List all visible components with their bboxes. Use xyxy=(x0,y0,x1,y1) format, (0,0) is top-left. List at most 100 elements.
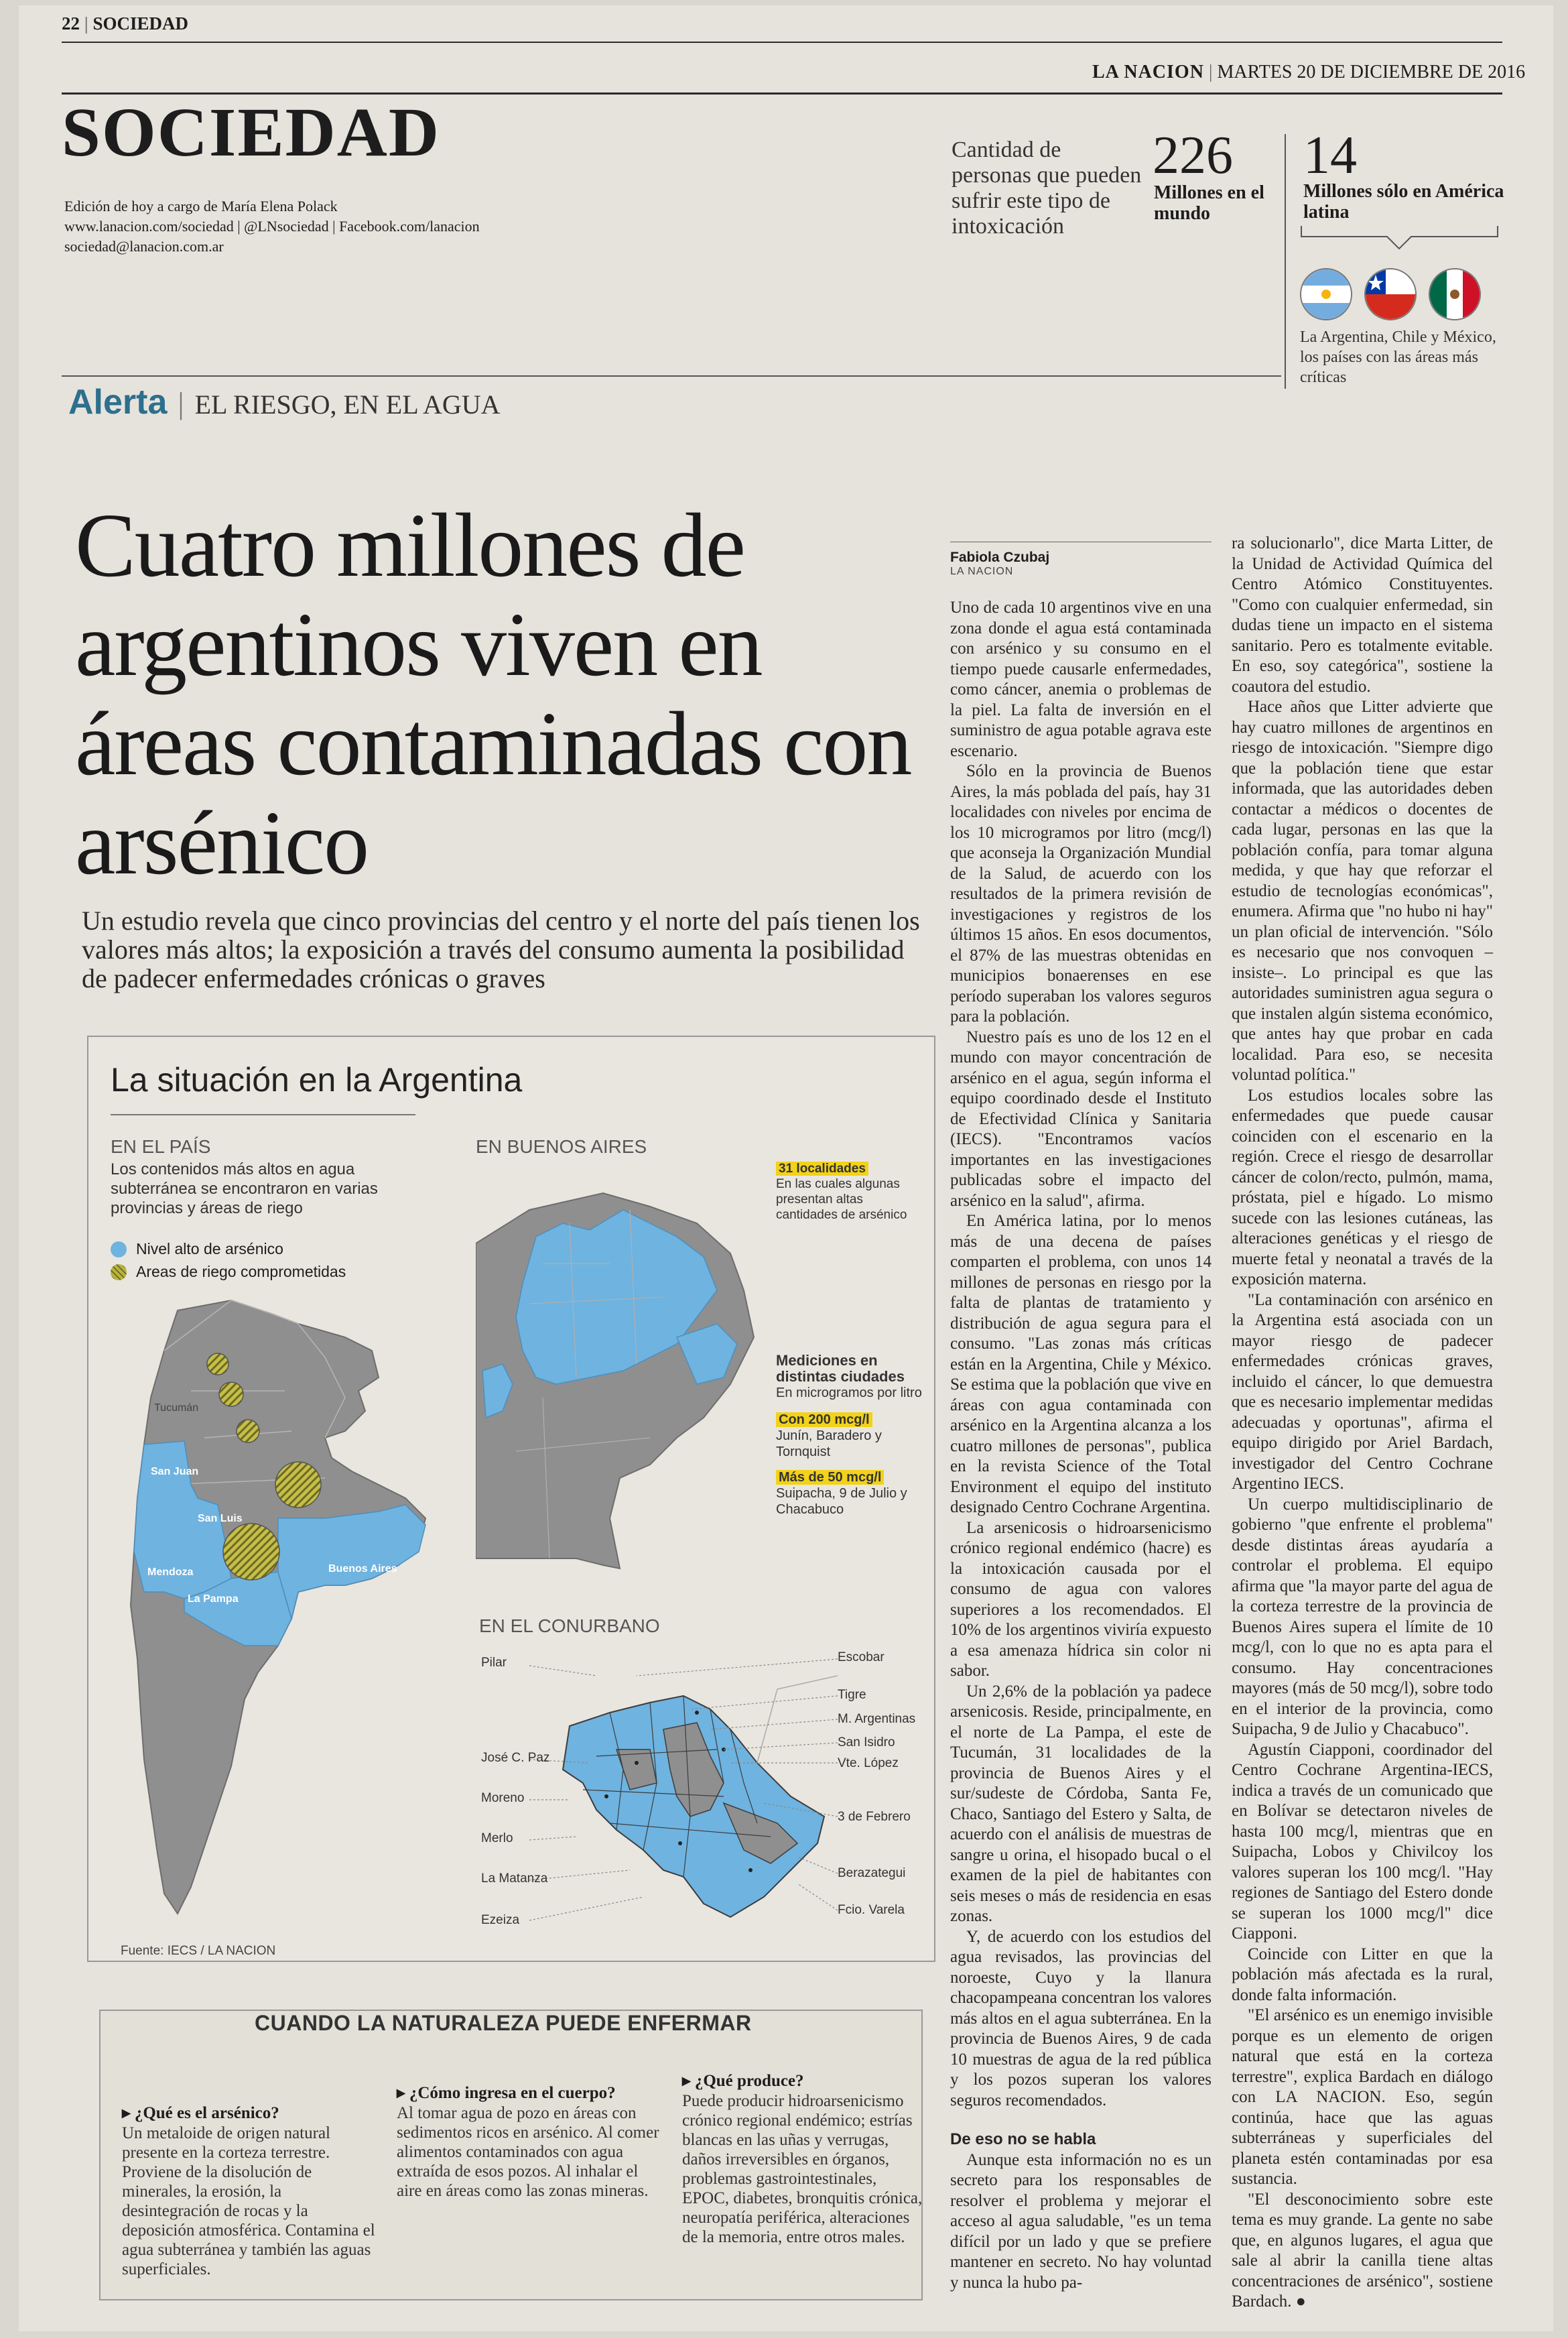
byline: Fabiola Czubaj LA NACION xyxy=(950,550,1212,578)
factbox-col-1: ▸ ¿Qué es el arsénico? Un metaloide de o… xyxy=(122,2103,383,2279)
level2-label: Más de 50 mcg/l xyxy=(776,1470,885,1485)
factbox-q1: ▸ ¿Qué es el arsénico? xyxy=(122,2104,279,2122)
paragraph: Hace años que Litter advierte que hay cu… xyxy=(1232,698,1493,1084)
mexico-flag-icon xyxy=(1429,268,1481,320)
section-label-small: SOCIEDAD xyxy=(92,13,188,34)
map-label-san-luis: San Luis xyxy=(198,1513,243,1524)
paragraph: Aunque esta información no es un secreto… xyxy=(950,2150,1212,2292)
paragraph: La arsenicosis o hidroarsenicismo crónic… xyxy=(950,1518,1212,1680)
paragraph: Agustín Ciapponi, coordinador del Centro… xyxy=(1232,1740,1493,1943)
factbox-q3: ▸ ¿Qué produce? xyxy=(682,2072,804,2090)
argentina-map: Tucumán San Juan San Luis Mendoza La Pam… xyxy=(129,1299,427,1915)
kicker-topic: EL RIESGO, EN EL AGUA xyxy=(194,389,501,420)
kicker-tag: Alerta xyxy=(68,383,168,422)
label-escobar: Escobar xyxy=(838,1650,885,1664)
infographic-title: La situación en la Argentina xyxy=(111,1061,523,1099)
kicker: Alerta | EL RIESGO, EN EL AGUA xyxy=(68,383,501,422)
label-moreno: Moreno xyxy=(481,1791,525,1805)
paragraph: Y, de acuerdo con los estudios del agua … xyxy=(950,1927,1212,2109)
label-berazategui: Berazategui xyxy=(838,1866,906,1880)
country-heading: EN EL PAÍS xyxy=(111,1136,211,1157)
masthead-line: LA NACION | MARTES 20 DE DICIEMBRE DE 20… xyxy=(1092,62,1526,82)
irrigation-area xyxy=(275,1461,322,1508)
label-merlo: Merlo xyxy=(481,1831,513,1845)
level1-label: Con 200 mcg/l xyxy=(776,1412,872,1427)
label-fcio-varela: Fcio. Varela xyxy=(838,1903,905,1917)
label-vte-lopez: Vte. López xyxy=(838,1756,899,1770)
argentina-flag-icon xyxy=(1300,268,1352,320)
legend-high-swatch xyxy=(111,1241,127,1257)
map-label-san-juan: San Juan xyxy=(151,1466,198,1477)
headline: Cuatro millones de argentinos viven en á… xyxy=(75,495,912,894)
label-pilar: Pilar xyxy=(481,1656,507,1670)
label-m-argentinas: M. Argentinas xyxy=(838,1712,916,1726)
world-label: Millones en el mundo xyxy=(1154,182,1264,224)
bracket-line xyxy=(1301,226,1498,250)
masthead-rule xyxy=(62,93,1502,95)
paragraph: Un cuerpo multidisciplinario de gobierno… xyxy=(1232,1495,1493,1739)
legend-irrigation-swatch xyxy=(111,1264,127,1280)
label-san-isidro: San Isidro xyxy=(838,1735,895,1749)
factbox-a1: Un metaloide de origen natural presente … xyxy=(122,2124,375,2278)
body-column-1: Uno de cada 10 argentinos vive en una zo… xyxy=(950,598,1212,2293)
ba-heading: EN BUENOS AIRES xyxy=(476,1136,647,1157)
section-title: SOCIEDAD xyxy=(62,94,440,171)
kicker-rule xyxy=(62,375,1281,377)
measurements-note: Mediciones en distintas ciudades En micr… xyxy=(776,1353,923,1518)
factbox-a2: Al tomar agua de pozo en áreas con sedim… xyxy=(397,2104,659,2200)
measurements-unit: En microgramos por litro xyxy=(776,1386,922,1400)
level1-cities: Junín, Baradero y Tornquist xyxy=(776,1428,882,1459)
stats-divider xyxy=(1285,134,1286,389)
paragraph: "El desconocimiento sobre este tema es m… xyxy=(1232,2190,1493,2311)
edition-line: Edición de hoy a cargo de María Elena Po… xyxy=(64,198,338,214)
latam-number: 14 xyxy=(1303,126,1357,185)
byline-author: Fabiola Czubaj xyxy=(950,550,1050,565)
map-label-mendoza: Mendoza xyxy=(147,1566,194,1578)
paragraph: Un 2,6% de la población ya padece arseni… xyxy=(950,1682,1212,1926)
links-line[interactable]: www.lanacion.com/sociedad | @LNsociedad … xyxy=(64,218,480,235)
factbox-col-2: ▸ ¿Cómo ingresa en el cuerpo? Al tomar a… xyxy=(397,2083,665,2201)
paragraph: Sólo en la provincia de Buenos Aires, la… xyxy=(950,762,1212,1026)
paragraph: Los estudios locales sobre las enfermeda… xyxy=(1232,1086,1493,1289)
chile-flag-icon xyxy=(1364,268,1417,320)
top-rule xyxy=(62,42,1502,43)
legend-high: Nivel alto de arsénico xyxy=(111,1240,283,1258)
localities-text: En las cuales algunas presentan altas ca… xyxy=(776,1177,907,1222)
irrigation-area xyxy=(218,1381,244,1407)
newspaper-name: LA NACION xyxy=(1092,62,1204,82)
buenos-aires-map xyxy=(476,1192,755,1570)
map-label-buenos-aires: Buenos Aires xyxy=(328,1563,397,1575)
email-line[interactable]: sociedad@lanacion.com.ar xyxy=(64,238,224,255)
localities-highlight: 31 localidades xyxy=(776,1162,868,1176)
label-tigre: Tigre xyxy=(838,1688,866,1702)
map-label-la-pampa: La Pampa xyxy=(188,1593,239,1605)
legend-irrigation: Areas de riego comprometidas xyxy=(111,1263,346,1281)
irrigation-area xyxy=(236,1419,260,1443)
world-number: 226 xyxy=(1153,126,1233,185)
label-jose-c-paz: José C. Paz xyxy=(481,1751,550,1765)
label-ezeiza: Ezeiza xyxy=(481,1913,520,1927)
paragraph: Nuestro país es uno de los 12 en el mund… xyxy=(950,1028,1212,1210)
factbox-col-3: ▸ ¿Qué produce? Puede producir hidroarse… xyxy=(682,2071,927,2247)
factbox-a3: Puede producir hidroarsenicismo crónico … xyxy=(682,2092,923,2246)
page-number: 22 xyxy=(62,13,80,34)
paragraph: "El arsénico es un enemigo invisible por… xyxy=(1232,2006,1493,2188)
paragraph: En América latina, por lo menos más de u… xyxy=(950,1212,1212,1516)
conurbano-heading: EN EL CONURBANO xyxy=(479,1615,660,1636)
measurements-title: Mediciones en distintas ciudades xyxy=(776,1352,905,1385)
map-label-tucuman: Tucumán xyxy=(154,1402,198,1414)
paragraph: Coincide con Litter en que la población … xyxy=(1232,1945,1493,2004)
subhead: Un estudio revela que cinco provincias d… xyxy=(82,906,920,993)
byline-outlet: LA NACION xyxy=(950,566,1014,577)
latam-label: Millones sólo en América latina xyxy=(1303,181,1504,223)
factbox-q2: ▸ ¿Cómo ingresa en el cuerpo? xyxy=(397,2084,616,2102)
title-underline xyxy=(111,1114,415,1115)
edition-info: Edición de hoy a cargo de María Elena Po… xyxy=(64,196,614,257)
body-column-2: ra solucionarlo", dice Marta Litter, de … xyxy=(1232,534,1493,2313)
irrigation-area xyxy=(222,1523,280,1581)
issue-date: MARTES 20 DE DICIEMBRE DE 2016 xyxy=(1217,62,1526,82)
paragraph: "La contaminación con arsénico en la Arg… xyxy=(1232,1290,1493,1493)
running-header: 22 | SOCIEDAD xyxy=(62,13,188,34)
factbox xyxy=(99,2010,923,2300)
country-text: Los contenidos más altos en agua subterr… xyxy=(111,1160,378,1217)
